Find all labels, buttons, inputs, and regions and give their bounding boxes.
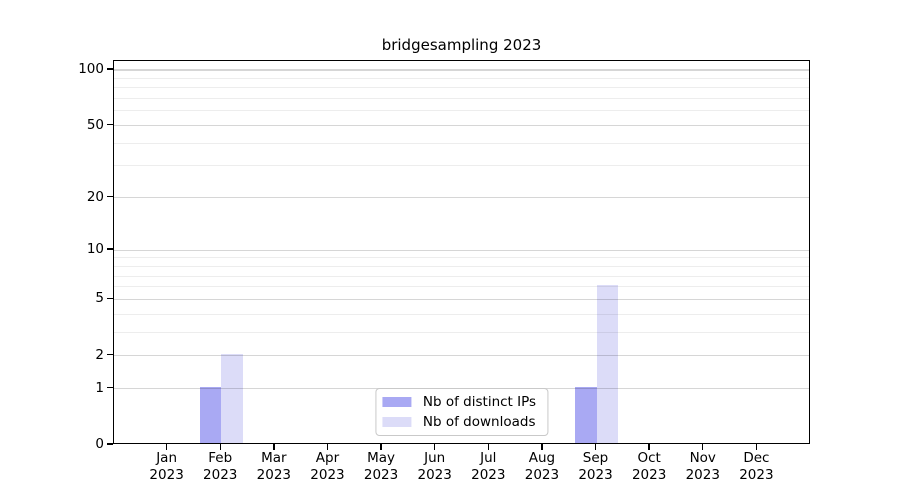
x-tick-mark [219, 444, 221, 450]
x-tick-mark [755, 444, 758, 450]
grid-layer [114, 61, 809, 443]
y-tick-mark [107, 248, 113, 250]
x-tick-month: Dec [743, 450, 770, 466]
x-tick-year: 2023 [256, 467, 292, 483]
y-tick-mark [107, 123, 113, 126]
major-gridline [114, 69, 809, 71]
x-tick-mark [433, 444, 436, 450]
y-tick-mark [107, 386, 113, 389]
x-tick-year: 2023 [578, 467, 613, 483]
x-tick-mark [273, 444, 275, 450]
y-tick-mark [107, 443, 113, 445]
x-tick-label: Mar 2023 [242, 450, 306, 484]
major-gridline [114, 355, 809, 357]
y-tick-label: 0 [95, 436, 104, 452]
bars-layer [114, 61, 809, 443]
major-gridline [114, 298, 809, 300]
x-tick-label: Feb 2023 [188, 450, 252, 484]
x-tick-label: Apr 2023 [295, 450, 359, 484]
y-tick-label: 50 [86, 116, 104, 133]
x-tick-year: 2023 [310, 467, 345, 483]
legend-label-downloads: Nb of downloads [422, 414, 536, 430]
bar-distinct-ips-feb [199, 386, 222, 443]
minor-gridline [114, 265, 809, 267]
legend-swatch-distinct-ips [381, 397, 411, 407]
x-tick-year: 2023 [471, 467, 506, 483]
x-tick-month: Oct [637, 450, 661, 466]
minor-gridline [114, 87, 809, 89]
legend-item-distinct-ips: Nb of distinct IPs [381, 394, 537, 410]
y-tick-mark [107, 354, 113, 356]
x-tick-mark [702, 444, 704, 450]
x-tick-month: Mar [261, 450, 287, 466]
x-tick-month: Nov [689, 450, 716, 466]
legend: Nb of distinct IPs Nb of downloads [374, 388, 549, 436]
x-tick-label: Jun 2023 [403, 450, 467, 484]
major-gridline [114, 124, 809, 127]
y-tick-label: 5 [95, 290, 104, 307]
x-tick-label: Oct 2023 [617, 450, 681, 484]
x-tick-label: Aug 2023 [510, 450, 574, 484]
x-tick-year: 2023 [631, 467, 667, 483]
y-tick-label: 10 [86, 241, 104, 258]
x-tick-mark [541, 444, 543, 450]
minor-gridline [114, 110, 809, 112]
x-tick-year: 2023 [739, 467, 774, 483]
x-tick-year: 2023 [363, 467, 399, 483]
x-tick-year: 2023 [203, 467, 238, 483]
minor-gridline [114, 257, 809, 259]
x-tick-label: Jul 2023 [456, 450, 520, 484]
chart-title: bridgesampling 2023 [381, 36, 542, 54]
x-tick-year: 2023 [524, 467, 560, 483]
x-tick-month: Jun [424, 450, 446, 466]
bar-distinct-ips-sep [575, 386, 597, 443]
legend-swatch-downloads [381, 417, 411, 427]
y-tick-label: 1 [95, 379, 104, 396]
minor-gridline [114, 98, 809, 100]
legend-label-distinct-ips: Nb of distinct IPs [422, 394, 537, 410]
x-tick-month: May [367, 450, 396, 466]
minor-gridline [114, 313, 809, 315]
y-tick-mark [107, 297, 113, 300]
x-tick-mark [487, 444, 489, 450]
minor-gridline [114, 77, 809, 79]
bar-downloads-feb [221, 353, 243, 443]
x-tick-label: Sep 2023 [564, 450, 628, 484]
x-tick-month: Feb [208, 450, 233, 466]
x-tick-month: Jan [156, 450, 178, 466]
minor-gridline [114, 165, 809, 167]
x-tick-mark [594, 444, 597, 450]
y-tick-label: 2 [95, 346, 104, 363]
y-tick-label: 20 [86, 188, 104, 205]
x-tick-label: Dec 2023 [724, 450, 788, 484]
x-tick-label: Nov 2023 [671, 450, 735, 484]
minor-gridline [114, 331, 809, 333]
y-tick-mark [107, 195, 113, 198]
x-tick-label: Jan 2023 [135, 450, 199, 484]
major-gridline [114, 197, 809, 199]
x-tick-mark [165, 444, 168, 450]
x-tick-year: 2023 [417, 467, 452, 483]
legend-item-downloads: Nb of downloads [381, 414, 536, 430]
minor-gridline [114, 286, 809, 288]
x-tick-month: Aug [528, 450, 556, 466]
x-tick-year: 2023 [149, 467, 184, 483]
x-tick-mark [648, 444, 650, 450]
x-tick-month: Apr [315, 450, 340, 466]
minor-gridline [114, 142, 809, 144]
bar-downloads-sep [596, 284, 619, 443]
x-tick-mark [380, 444, 382, 450]
minor-gridline [114, 275, 809, 277]
plot-area: Nb of distinct IPs Nb of downloads [113, 60, 810, 444]
x-tick-year: 2023 [685, 467, 720, 483]
major-gridline [114, 249, 809, 251]
x-tick-label: May 2023 [349, 450, 413, 484]
x-tick-month: Jul [480, 450, 497, 466]
y-tick-mark [107, 68, 113, 70]
x-tick-month: Sep [582, 450, 609, 466]
x-tick-mark [326, 444, 329, 450]
y-tick-label: 100 [78, 60, 104, 77]
